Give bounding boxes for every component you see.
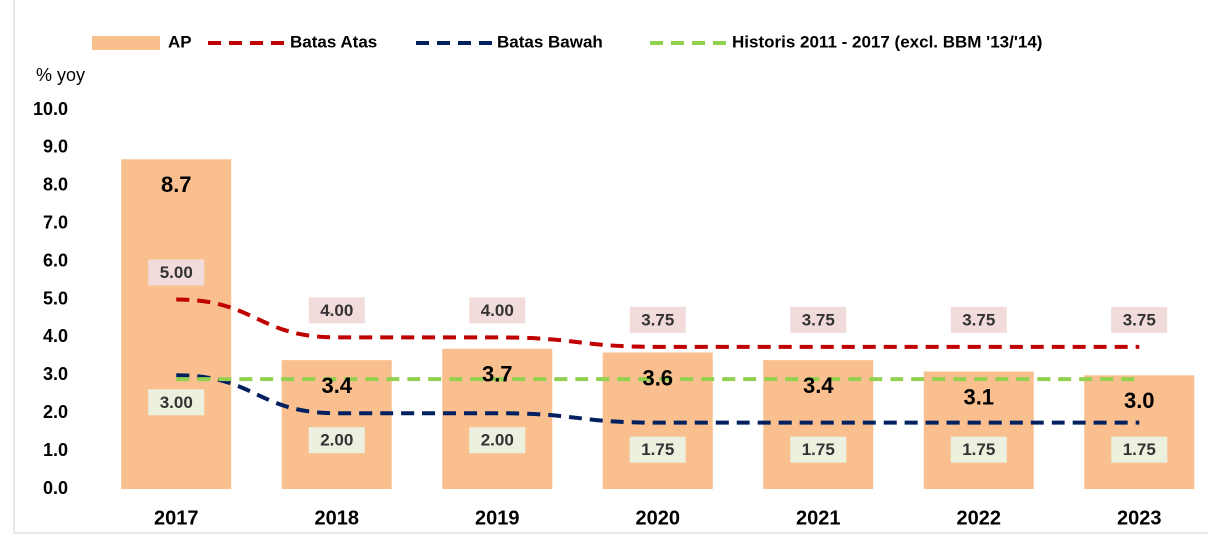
data-label: 3.4	[803, 373, 834, 398]
data-label: 1.75	[1123, 440, 1156, 459]
bar	[442, 348, 553, 489]
data-label-box	[1111, 436, 1168, 463]
legend-label: AP	[168, 32, 192, 51]
y-tick-label: 9.0	[43, 137, 68, 157]
y-tick-label: 10.0	[33, 99, 68, 119]
bar	[1084, 375, 1195, 489]
y-tick-label: 4.0	[43, 326, 68, 346]
data-label-box	[629, 306, 686, 333]
data-label: 1.75	[802, 440, 835, 459]
x-tick-label: 2020	[636, 507, 681, 529]
data-label: 3.75	[802, 310, 835, 329]
data-label-box	[950, 306, 1007, 333]
legend-label: Batas Bawah	[497, 32, 603, 51]
data-label: 3.7	[482, 362, 513, 387]
data-label: 3.0	[1124, 388, 1155, 413]
data-label-box	[790, 436, 847, 463]
bar	[121, 159, 232, 489]
data-label: 2.00	[320, 431, 353, 450]
data-label: 3.75	[1123, 310, 1156, 329]
y-tick-label: 6.0	[43, 250, 68, 270]
data-label: 2.00	[481, 431, 514, 450]
y-tick-label: 1.0	[43, 440, 68, 460]
bar	[923, 371, 1034, 489]
x-tick-label: 2018	[315, 507, 360, 529]
data-label: 3.6	[642, 365, 673, 390]
legend-label: Historis 2011 - 2017 (excl. BBM '13/'14)	[732, 32, 1042, 51]
y-tick-label: 2.0	[43, 402, 68, 422]
data-label-box	[790, 306, 847, 333]
data-label-box	[148, 389, 205, 416]
legend-swatch	[92, 36, 160, 50]
data-label-box	[1111, 306, 1168, 333]
y-tick-label: 3.0	[43, 364, 68, 384]
data-label-box	[148, 259, 205, 286]
legend-label: Batas Atas	[290, 32, 377, 51]
x-tick-label: 2019	[475, 507, 520, 529]
data-label: 3.1	[963, 384, 994, 409]
data-label: 1.75	[962, 440, 995, 459]
y-tick-label: 0.0	[43, 478, 68, 498]
y-tick-label: 7.0	[43, 212, 68, 232]
data-label: 1.75	[641, 440, 674, 459]
data-label: 3.4	[321, 373, 352, 398]
x-tick-label: 2021	[796, 507, 841, 529]
data-label: 5.00	[160, 263, 193, 282]
x-tick-label: 2022	[957, 507, 1002, 529]
data-label: 3.00	[160, 393, 193, 412]
y-axis-label: % yoy	[36, 65, 85, 85]
bar	[281, 360, 392, 489]
line	[176, 297, 1140, 349]
data-label-box	[469, 297, 526, 324]
data-label-box	[629, 436, 686, 463]
data-label-box	[950, 436, 1007, 463]
y-tick-label: 5.0	[43, 288, 68, 308]
x-tick-label: 2017	[154, 507, 199, 529]
data-label-box	[308, 297, 365, 324]
data-label: 3.75	[962, 310, 995, 329]
data-label: 4.00	[481, 301, 514, 320]
data-label-box	[308, 427, 365, 454]
data-label: 4.00	[320, 301, 353, 320]
data-label: 3.75	[641, 310, 674, 329]
y-tick-label: 8.0	[43, 175, 68, 195]
data-label: 8.7	[161, 172, 192, 197]
data-label-box	[469, 427, 526, 454]
line	[176, 373, 1140, 425]
x-tick-label: 2023	[1117, 507, 1162, 529]
